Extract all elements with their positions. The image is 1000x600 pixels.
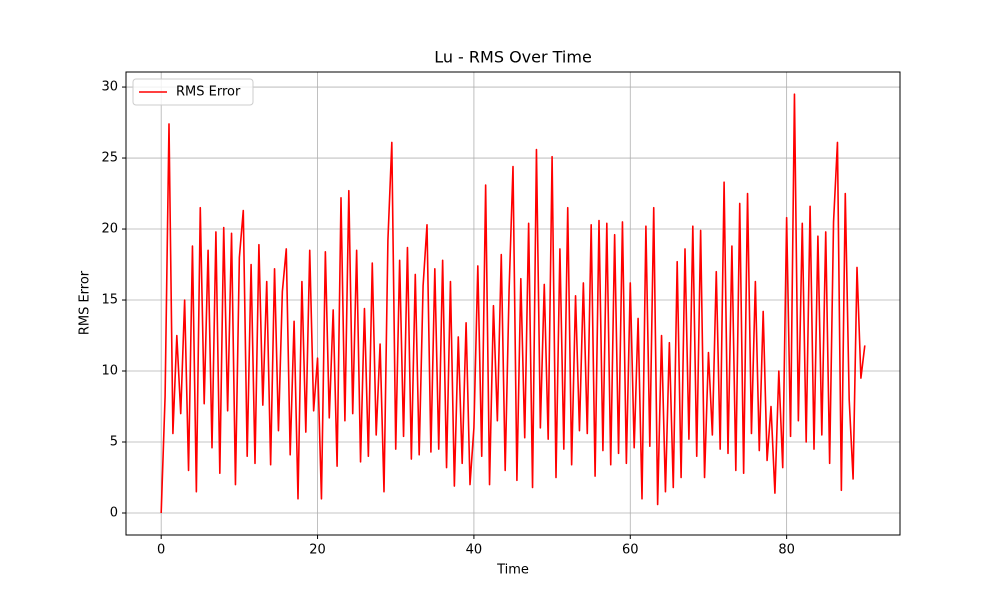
- legend-box: [132, 78, 254, 106]
- y-axis-label: RMS Error: [78, 270, 93, 335]
- y-tick-label: 15: [101, 293, 118, 308]
- y-tick-label: 20: [101, 222, 118, 237]
- y-tick-label: 0: [110, 505, 118, 520]
- x-tick-label: 20: [309, 543, 326, 558]
- y-tick-label: 30: [101, 80, 118, 95]
- y-tick-label: 10: [101, 364, 118, 379]
- x-tick-label: 0: [157, 543, 165, 558]
- chart-title: Lu - RMS Over Time: [434, 48, 592, 67]
- data-line: [160, 93, 866, 514]
- plot-frame: [125, 71, 901, 536]
- y-tick-label: 25: [101, 151, 118, 166]
- legend-label: RMS Error: [176, 85, 241, 100]
- x-tick-label: 40: [466, 543, 483, 558]
- y-tick-label: 5: [110, 435, 118, 450]
- x-tick-label: 80: [778, 543, 795, 558]
- x-axis-label: Time: [496, 563, 529, 578]
- x-tick-label: 60: [622, 543, 639, 558]
